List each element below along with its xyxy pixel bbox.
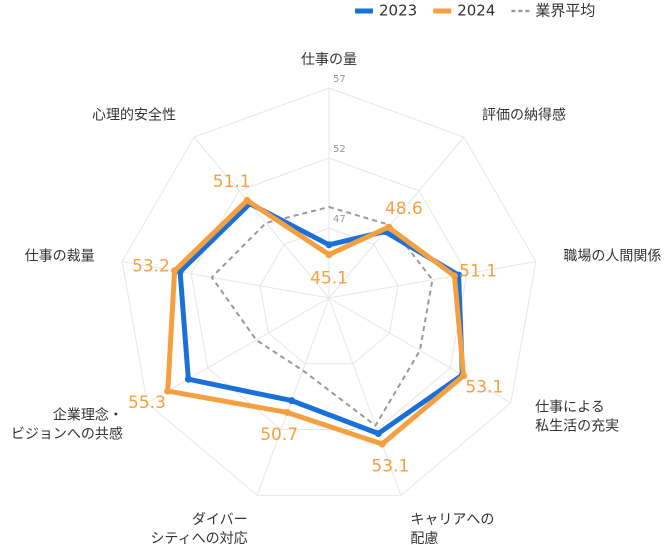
point — [325, 241, 333, 249]
axis-label: 職場の人間関係 — [563, 249, 661, 265]
value-label: 51.1 — [459, 262, 497, 282]
point — [450, 272, 458, 280]
value-label: 55.3 — [128, 393, 166, 413]
point — [325, 251, 333, 259]
axis-label: 評価の納得感 — [482, 107, 566, 124]
axis-label: 仕事の裁量 — [25, 249, 95, 265]
spoke — [328, 297, 402, 496]
spoke — [256, 297, 330, 496]
grid-ring — [121, 87, 537, 496]
tick-label: 52 — [333, 144, 346, 155]
point — [171, 267, 179, 275]
point — [378, 440, 386, 448]
point — [184, 375, 192, 383]
axis-label: 心理的安全性 — [92, 107, 176, 124]
spoke — [146, 297, 330, 404]
value-label: 53.1 — [465, 378, 503, 398]
value-label: 53.1 — [371, 457, 409, 477]
axis-label: 企業理念・ビジョンへの共感 — [11, 407, 123, 443]
value-label: 51.1 — [213, 172, 251, 192]
series-line — [210, 206, 434, 427]
spoke — [328, 136, 465, 299]
point — [384, 223, 392, 231]
point — [283, 408, 291, 416]
tick-label: 57 — [333, 74, 346, 85]
spoke — [328, 261, 536, 299]
legend-label: 2024 — [457, 2, 495, 20]
value-label: 50.7 — [260, 425, 298, 445]
point — [164, 387, 172, 395]
grid-ring — [259, 227, 399, 365]
point — [288, 397, 296, 405]
point — [460, 372, 468, 380]
axis-label: 仕事による私生活の充実 — [535, 400, 619, 435]
series-line — [165, 197, 467, 447]
axis-label: 仕事の量 — [301, 52, 357, 68]
value-label: 53.2 — [132, 257, 170, 277]
spoke — [193, 136, 330, 299]
tick-label: 47 — [333, 214, 346, 225]
legend-label: 2023 — [379, 2, 417, 20]
spoke — [122, 261, 330, 299]
spoke — [328, 297, 512, 404]
value-label: 45.1 — [310, 269, 348, 289]
legend-label: 業界平均 — [535, 2, 595, 20]
axis-label: ダイバーシティへの対応 — [150, 512, 247, 545]
value-label: 48.6 — [385, 199, 423, 219]
point — [374, 430, 382, 438]
point — [243, 196, 251, 204]
axis-label: キャリアへの配慮 — [410, 512, 494, 545]
